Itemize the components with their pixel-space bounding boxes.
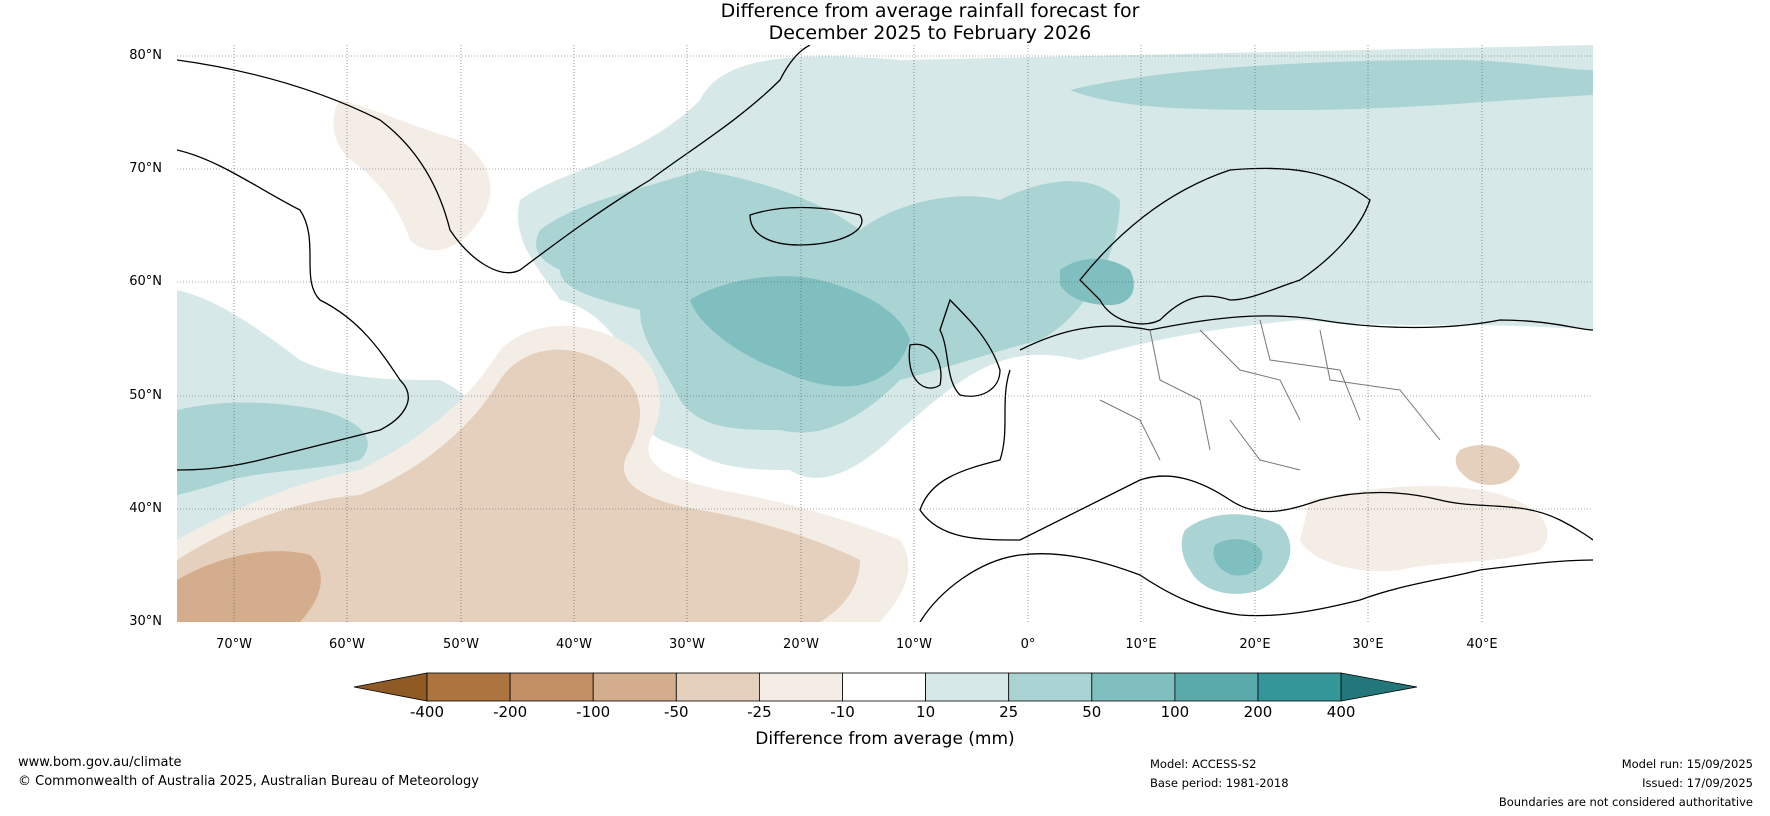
colorbar-title: Difference from average (mm)	[755, 729, 1015, 749]
model-run-text: Model run: 15/09/2025	[1621, 757, 1753, 771]
colorbar-segment	[509, 672, 594, 702]
lon-label-50w: 50°W	[443, 637, 479, 652]
dry-region-core	[177, 349, 860, 622]
lon-label-10w: 10°W	[896, 637, 932, 652]
coast-iceland	[749, 206, 863, 246]
coast-greenland	[177, 45, 811, 274]
colorbar-tick-label: -25	[747, 703, 772, 721]
colorbar-segment	[675, 672, 760, 702]
colorbar-tick-label: 100	[1160, 703, 1190, 721]
colorbar-extend-high	[1340, 672, 1418, 702]
colorbar-tick-label: -400	[409, 703, 445, 721]
lon-label-30w: 30°W	[669, 637, 705, 652]
lon-label-40e: 40°E	[1466, 637, 1498, 652]
colorbar-tick-label: 25	[999, 703, 1019, 721]
base-period-text: Base period: 1981-2018	[1150, 776, 1289, 790]
colorbar-segment	[1091, 672, 1176, 702]
lon-label-20w: 20°W	[783, 637, 819, 652]
colorbar	[353, 672, 1418, 702]
colorbar-tick-label: 400	[1326, 703, 1356, 721]
lat-label-40n: 40°N	[129, 501, 162, 516]
colorbar-tick-label: -10	[830, 703, 855, 721]
website-link[interactable]: www.bom.gov.au/climate	[18, 755, 182, 770]
map-title-line1: Difference from average rainfall forecas…	[720, 0, 1140, 22]
wet-region-med-core	[1213, 539, 1263, 576]
dry-region-deep	[177, 551, 321, 622]
wet-region-atlantic-peak	[690, 276, 910, 387]
disclaimer-text: Boundaries are not considered authoritat…	[1498, 795, 1753, 809]
coast-europe-mainland	[919, 315, 1593, 541]
lat-label-70n: 70°N	[129, 161, 162, 176]
colorbar-tick-label: -100	[576, 703, 611, 721]
lon-label-20e: 20°E	[1239, 637, 1271, 652]
anomaly-fields	[177, 45, 1593, 622]
colorbar-segment	[759, 672, 843, 702]
lon-label-30e: 30°E	[1352, 637, 1384, 652]
wet-region-arctic	[1070, 60, 1593, 110]
coast-british-isles	[908, 298, 1001, 397]
colorbar-segment	[1008, 672, 1093, 702]
dry-region-black-sea	[1455, 445, 1520, 485]
lon-label-0: 0°	[1020, 637, 1036, 652]
lat-label-30n: 30°N	[129, 614, 162, 629]
lon-label-60w: 60°W	[329, 637, 365, 652]
issued-text: Issued: 17/09/2025	[1642, 776, 1753, 790]
lat-label-50n: 50°N	[129, 388, 162, 403]
colorbar-tick-label: -200	[493, 703, 528, 721]
lat-label-80n: 80°N	[129, 48, 162, 63]
coastlines	[177, 45, 1593, 622]
map-title-line2: December 2025 to February 2026	[768, 22, 1092, 44]
colorbar-segment	[426, 672, 511, 702]
lon-label-40w: 40°W	[556, 637, 592, 652]
colorbar-segment	[842, 672, 926, 702]
colorbar-tick-label: -50	[664, 703, 689, 721]
wet-region-labrador-core	[177, 402, 368, 495]
coast-north-africa	[919, 553, 1593, 622]
dry-region-greenland	[333, 100, 491, 251]
lon-label-10e: 10°E	[1125, 637, 1157, 652]
colorbar-tick-label: 10	[916, 703, 936, 721]
lat-label-60n: 60°N	[129, 274, 162, 289]
dry-region-eastern-med	[1300, 485, 1548, 571]
lon-label-70w: 70°W	[216, 637, 252, 652]
model-text: Model: ACCESS-S2	[1150, 757, 1257, 771]
coast-scandinavia	[1079, 167, 1371, 325]
colorbar-segment	[1257, 672, 1342, 702]
country-borders	[1099, 319, 1441, 471]
colorbar-extend-low	[353, 672, 428, 702]
colorbar-segment	[1174, 672, 1259, 702]
graticule	[177, 45, 1593, 622]
copyright-text: © Commonwealth of Australia 2025, Austra…	[18, 774, 479, 789]
colorbar-tick-label: 50	[1082, 703, 1102, 721]
wet-region-norway	[1060, 258, 1134, 305]
colorbar-tick-label: 200	[1243, 703, 1273, 721]
colorbar-segment	[925, 672, 1010, 702]
colorbar-segment	[592, 672, 677, 702]
coast-north-america	[177, 149, 409, 471]
